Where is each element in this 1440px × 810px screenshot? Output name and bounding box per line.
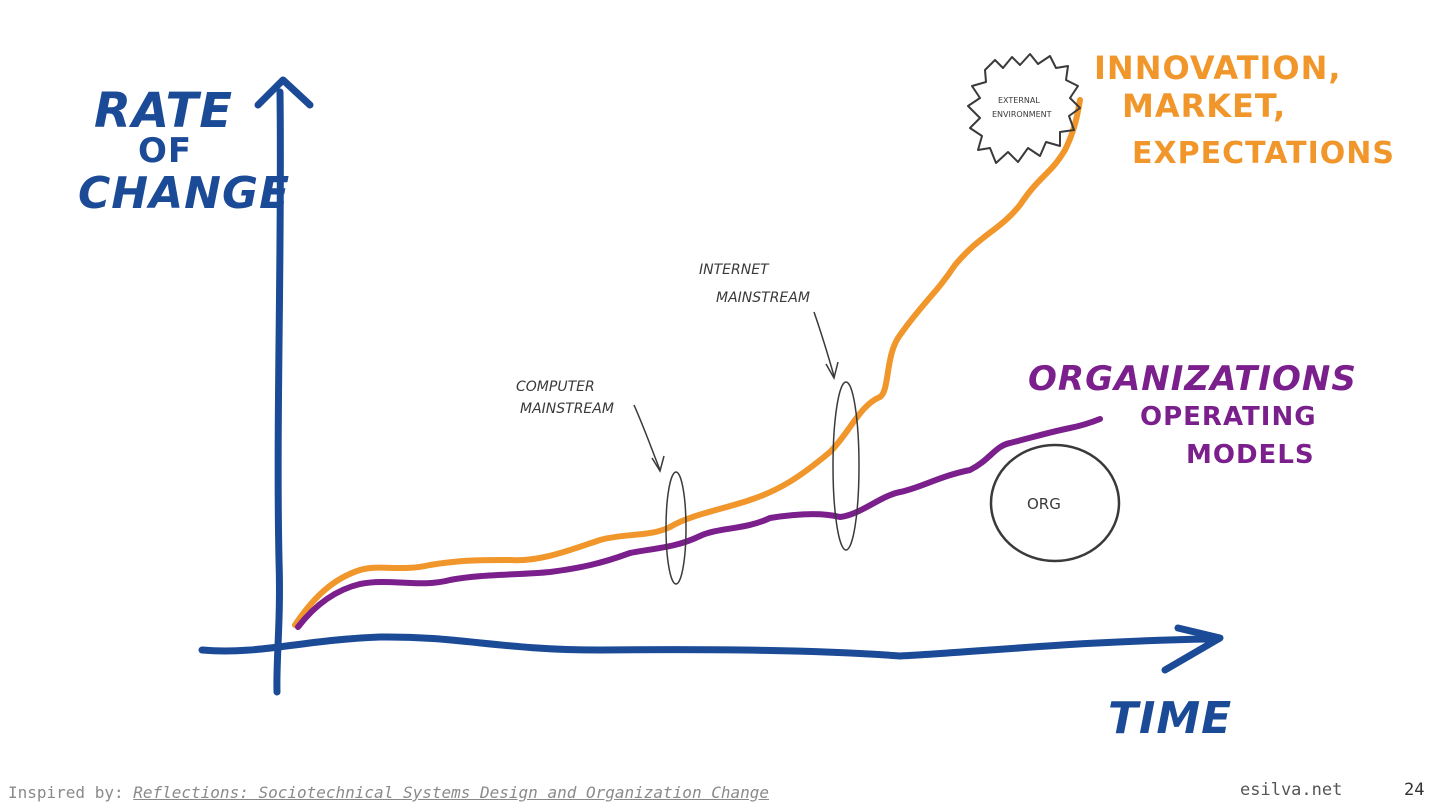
computer-marker [665, 471, 687, 585]
credit: Inspired by: Reflections: Sociotechnical… [8, 783, 769, 802]
y-axis-arrowhead [254, 76, 314, 109]
x-axis [198, 624, 1224, 674]
x-axis-arrowhead [1161, 624, 1224, 674]
org-circle: ORG [989, 443, 1121, 563]
innovation-label-line-1: INNOVATION, [1094, 49, 1342, 87]
y-axis-label: RATE OF CHANGE [78, 83, 290, 219]
y-axis [254, 76, 314, 696]
org-label: ORG [1027, 495, 1061, 513]
page-number: 24 [1404, 780, 1425, 800]
x-axis-label: TIME [1108, 693, 1232, 744]
y-axis-label-line-2: OF [138, 131, 192, 171]
organizations-curve [295, 416, 1103, 630]
operating-models-line-1: OPERATING [1140, 402, 1317, 432]
internet-label-2: MAINSTREAM [716, 290, 810, 306]
innovation-curve [292, 97, 1083, 628]
credit-prefix: Inspired by: [8, 783, 124, 802]
y-axis-label-line-1: RATE [94, 83, 233, 139]
innovation-label-line-3: EXPECTATIONS [1132, 136, 1395, 171]
internet-marker [832, 381, 860, 551]
computer-arrow [633, 404, 661, 471]
computer-label-2: MAINSTREAM [520, 401, 614, 417]
operating-models-line-2: MODELS [1186, 440, 1315, 470]
computer-label-1: COMPUTER [516, 379, 595, 395]
internet-mainstream-annotation: INTERNET MAINSTREAM [699, 262, 860, 551]
external-environment-label-2: ENVIRONMENT [992, 110, 1052, 119]
y-axis-label-line-3: CHANGE [78, 168, 290, 219]
internet-arrow [813, 311, 835, 377]
footer: Inspired by: Reflections: Sociotechnical… [0, 780, 1440, 808]
external-environment-cloud: EXTERNAL ENVIRONMENT [967, 53, 1081, 164]
site-name: esilva.net [1240, 780, 1343, 800]
computer-mainstream-annotation: COMPUTER MAINSTREAM [516, 379, 687, 585]
external-environment-label-1: EXTERNAL [998, 96, 1040, 105]
innovation-label: INNOVATION, MARKET, EXPECTATIONS [1094, 49, 1395, 171]
organizations-label: ORGANIZATIONS OPERATING MODELS [1028, 359, 1357, 470]
credit-link[interactable]: Reflections: Sociotechnical Systems Desi… [133, 783, 769, 802]
rate-of-change-diagram: RATE OF CHANGE TIME INNOVATION, MARKET, … [78, 49, 1395, 744]
innovation-label-line-2: MARKET, [1122, 87, 1286, 125]
internet-label-1: INTERNET [699, 262, 770, 278]
organizations-label-title: ORGANIZATIONS [1028, 359, 1357, 399]
